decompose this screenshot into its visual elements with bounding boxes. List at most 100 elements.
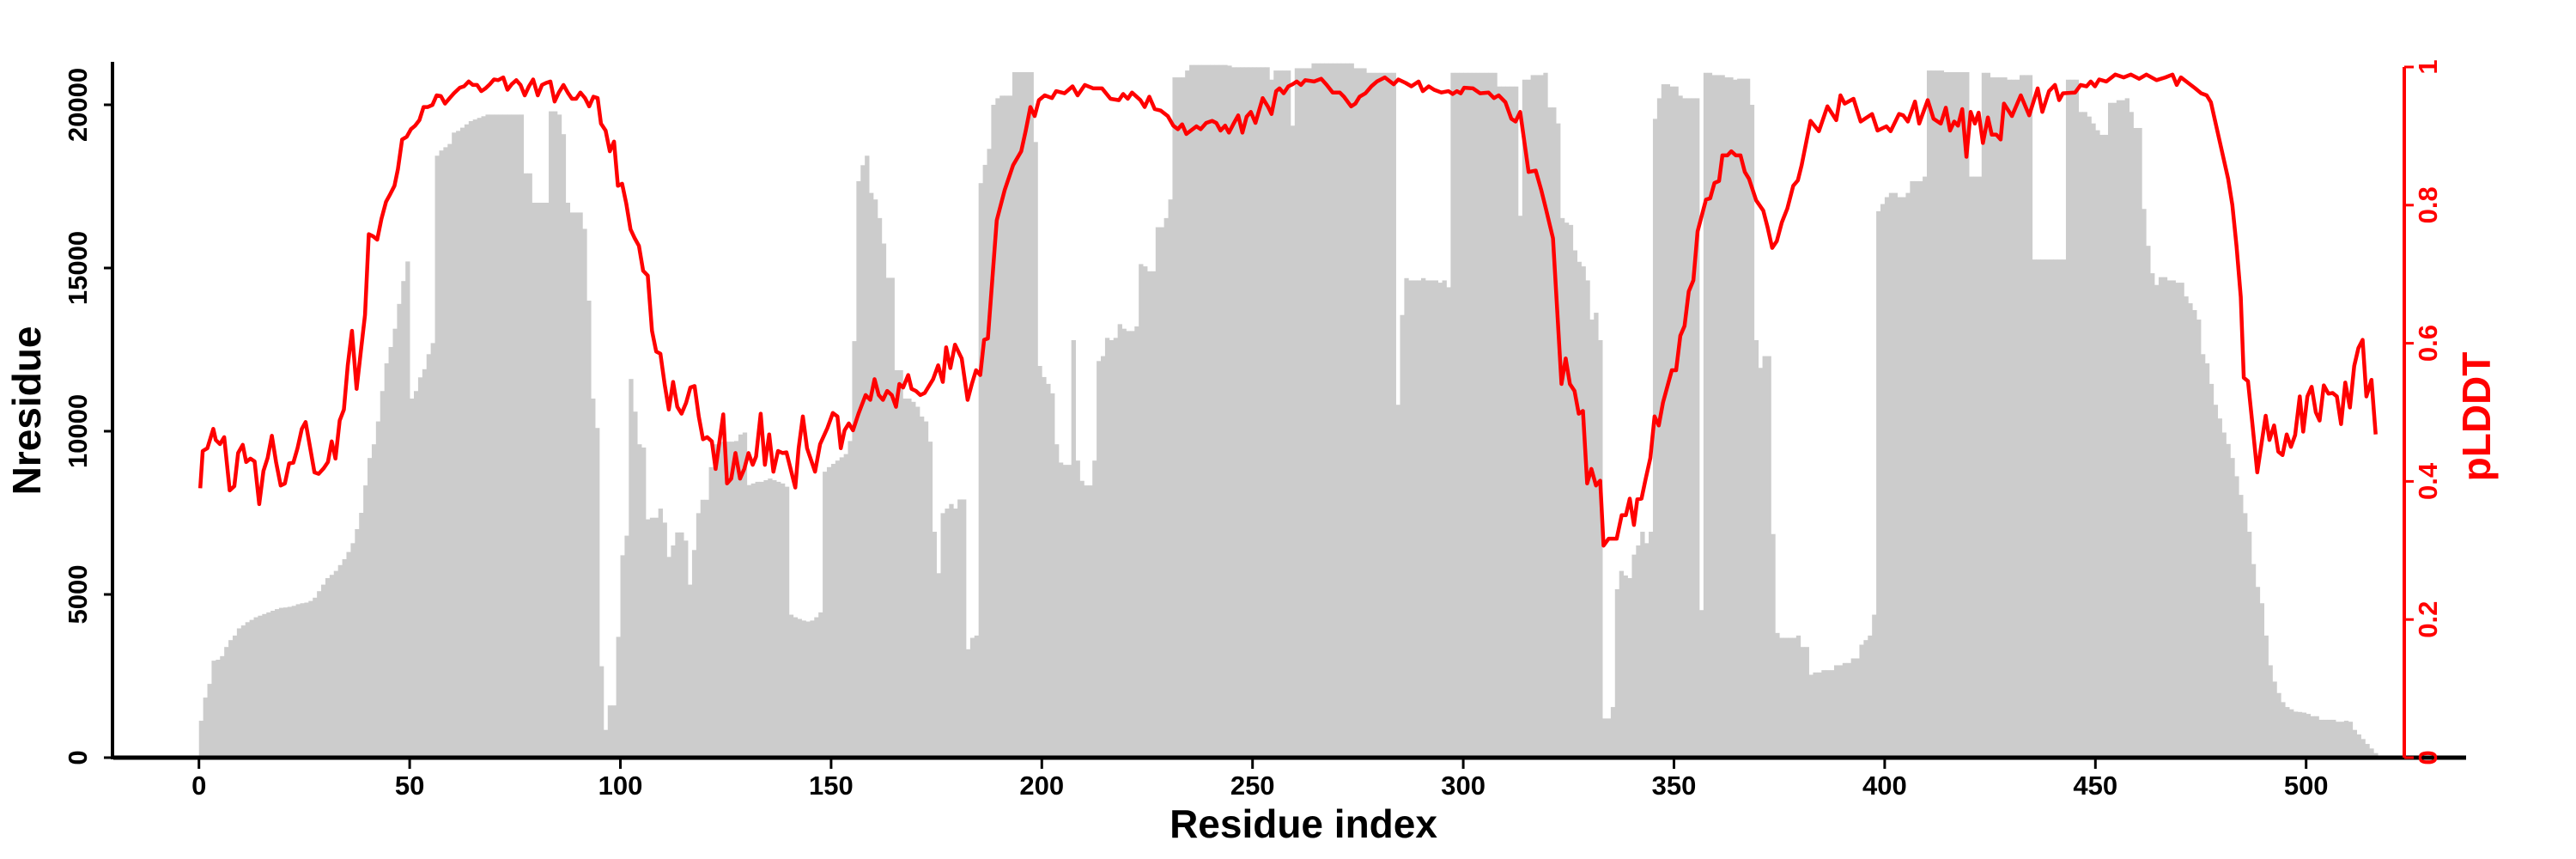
bar — [1543, 72, 1548, 758]
x-tick-label: 200 — [1019, 771, 1064, 801]
bar — [1619, 570, 1625, 758]
bar — [603, 729, 609, 758]
bar — [1484, 72, 1489, 758]
bar — [852, 341, 857, 758]
bar — [549, 111, 554, 758]
bar — [1252, 67, 1258, 758]
bar — [911, 401, 916, 758]
bar — [1139, 264, 1144, 758]
bar — [565, 203, 571, 758]
bar — [877, 217, 883, 758]
bar — [1972, 176, 1978, 758]
bar — [1151, 271, 1157, 758]
bar — [641, 448, 647, 758]
x-tick-label: 150 — [809, 771, 854, 801]
bar — [1783, 637, 1789, 758]
bar — [936, 573, 941, 758]
bar — [1446, 287, 1451, 758]
bar — [932, 532, 937, 758]
bar — [598, 666, 605, 758]
bar — [902, 399, 908, 758]
bar — [1084, 485, 1089, 758]
bar — [1514, 86, 1519, 758]
y-tick-label: 15000 — [63, 231, 93, 305]
bar — [1147, 271, 1152, 758]
bar — [843, 454, 848, 758]
bar — [1850, 658, 1856, 758]
bar — [1320, 63, 1325, 758]
bar — [1577, 261, 1582, 758]
bar — [818, 612, 823, 758]
bar — [2314, 716, 2319, 758]
bar — [266, 612, 271, 758]
bar — [890, 277, 895, 758]
bar — [2301, 712, 2307, 758]
bar — [502, 114, 507, 758]
bar — [1050, 393, 1055, 758]
bar — [1109, 339, 1115, 758]
bar — [1522, 79, 1528, 758]
x-tick-label: 300 — [1441, 771, 1485, 801]
bar — [865, 155, 870, 758]
bar — [1998, 77, 2003, 758]
bar — [2002, 77, 2008, 758]
bar — [342, 558, 347, 758]
bar — [1020, 72, 1026, 758]
bar — [1413, 280, 1418, 758]
bar — [940, 513, 945, 758]
bar — [881, 243, 887, 758]
bar — [1092, 460, 1097, 758]
bar — [304, 602, 309, 758]
bar — [1766, 356, 1771, 758]
bar — [2192, 310, 2197, 758]
bar — [481, 116, 486, 758]
bar — [1526, 79, 1532, 758]
bar — [1669, 86, 1674, 758]
bar — [2104, 134, 2109, 758]
bar-series — [198, 63, 2379, 758]
bar — [1358, 68, 1363, 758]
bar — [1581, 266, 1586, 758]
bar — [1530, 75, 1535, 758]
bar — [1218, 64, 1224, 758]
bar — [498, 114, 503, 758]
bar — [1691, 98, 1696, 758]
bar — [2343, 721, 2349, 758]
bar — [1328, 63, 1334, 758]
bar — [1269, 79, 1274, 758]
bar — [1656, 98, 1662, 758]
bar — [1602, 718, 1607, 758]
bar — [1315, 63, 1321, 758]
bar — [368, 458, 373, 758]
bar — [313, 597, 318, 758]
bar — [1437, 283, 1443, 758]
bar — [1189, 64, 1194, 758]
bar — [1303, 68, 1308, 758]
bar — [2276, 692, 2281, 758]
bar — [216, 660, 221, 758]
bar — [1475, 72, 1481, 758]
bar — [2255, 587, 2261, 758]
bar — [355, 529, 360, 758]
y-tick-label: 5000 — [63, 565, 93, 624]
bar — [1572, 250, 1578, 758]
bar — [1990, 77, 1995, 758]
bar — [1640, 532, 1645, 758]
bar — [1926, 70, 1932, 758]
bar — [434, 155, 440, 758]
bar — [536, 203, 541, 758]
x-axis-title: Residue index — [1170, 801, 1437, 846]
bar — [1956, 72, 1961, 758]
bar — [2154, 284, 2160, 758]
bar — [995, 98, 1000, 758]
bar — [1888, 192, 1894, 758]
bar — [1400, 314, 1405, 758]
bar — [1349, 63, 1354, 758]
bar — [1935, 70, 1941, 758]
bar — [295, 604, 301, 758]
bar — [2057, 259, 2063, 758]
bar — [468, 121, 474, 758]
bar — [1298, 68, 1303, 758]
y2-tick-label: 0.4 — [2413, 462, 2443, 500]
bar — [624, 535, 629, 758]
